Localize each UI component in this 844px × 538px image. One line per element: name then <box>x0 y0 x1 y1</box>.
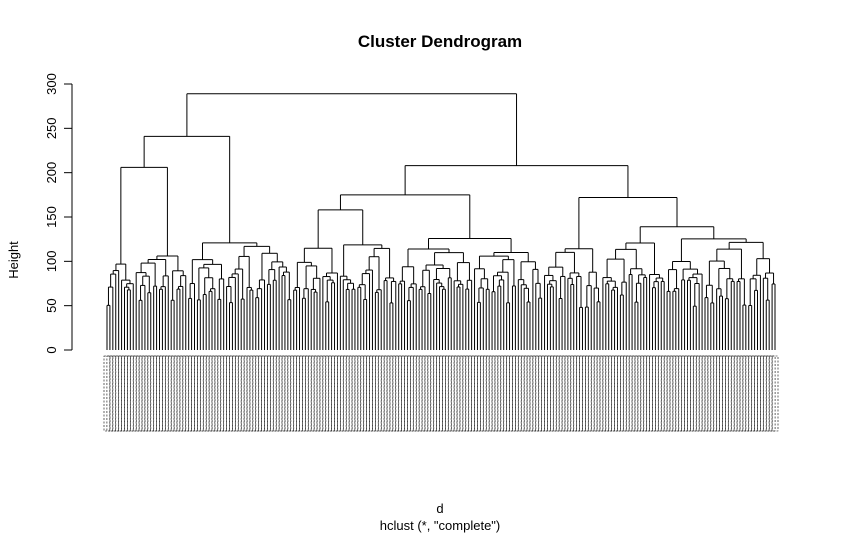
y-tick-label: 150 <box>44 206 59 228</box>
y-tick-label: 250 <box>44 117 59 139</box>
y-tick-label: 50 <box>44 298 59 312</box>
leaf-label-mark <box>249 355 257 432</box>
chart-subtitle: hclust (*, "complete") <box>380 518 501 533</box>
y-axis: 0 50 100 150 200 250 300 <box>44 73 73 354</box>
chart-title: Cluster Dendrogram <box>358 32 522 51</box>
y-tick-label: 200 <box>44 162 59 184</box>
leaf-label-mark <box>771 355 779 432</box>
x-axis-label: d <box>436 501 443 516</box>
y-tick-label: 100 <box>44 250 59 272</box>
leaf-label-mark <box>503 355 510 432</box>
y-tick-label: 0 <box>44 346 59 353</box>
leaf-labels <box>103 355 779 432</box>
y-tick-label: 300 <box>44 73 59 95</box>
dendrogram-tree <box>106 93 776 350</box>
y-axis-label: Height <box>6 241 21 279</box>
leaf-label-mark <box>768 355 776 432</box>
